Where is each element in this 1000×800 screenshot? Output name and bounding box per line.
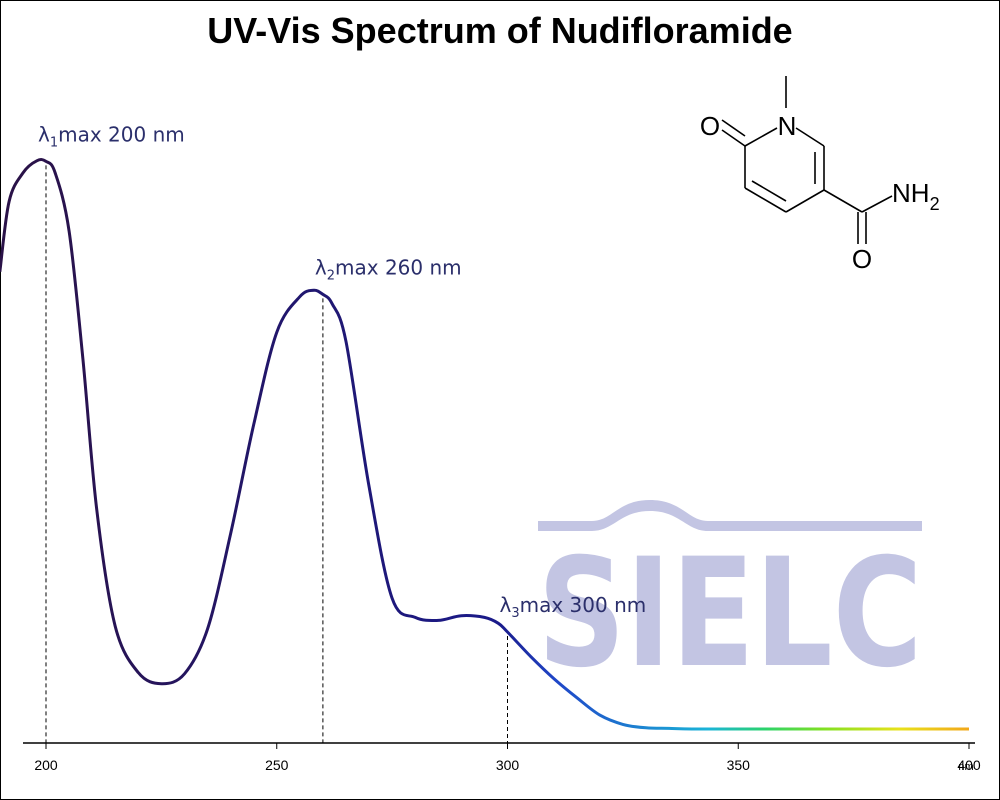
peak-label-text-1: max 200 nm xyxy=(58,122,185,146)
chart-title: UV-Vis Spectrum of Nudifloramide xyxy=(207,10,793,51)
peak-label-symbol-2: λ xyxy=(315,255,327,279)
amide-nh-text: NH xyxy=(892,178,930,208)
x-tick-label-400: 400 xyxy=(957,757,981,773)
carbonyl-oxygen-label: O xyxy=(700,111,720,141)
peak-label-1: λ1max 200 nm xyxy=(38,122,185,150)
ring-nitrogen-label: N xyxy=(778,111,797,141)
sielc-watermark: SIELC xyxy=(538,500,923,701)
peak-label-symbol-3: λ xyxy=(500,593,512,617)
peak-guides xyxy=(45,165,508,743)
x-tick-label-300: 300 xyxy=(496,757,520,773)
molecule-structure xyxy=(721,76,893,244)
x-axis-unit: nm xyxy=(958,761,973,773)
watermark-arch xyxy=(538,500,922,531)
spectrum-line xyxy=(0,158,969,731)
x-tick-label-350: 350 xyxy=(727,757,751,773)
peak-label-subscript-2: 2 xyxy=(327,268,335,283)
amide-nh2-label: NH2 xyxy=(892,178,940,214)
amide-h2-subscript: 2 xyxy=(930,194,940,214)
peak-label-subscript-1: 1 xyxy=(50,135,58,150)
peak-label-subscript-3: 3 xyxy=(511,606,519,621)
peak-label-2: λ2max 260 nm xyxy=(315,255,462,283)
x-tick-label-200: 200 xyxy=(34,757,58,773)
watermark-text: SIELC xyxy=(538,527,923,701)
peak-label-3: λ3max 300 nm xyxy=(500,593,647,621)
x-tick-label-250: 250 xyxy=(265,757,289,773)
peak-label-text-3: max 300 nm xyxy=(520,593,647,617)
peak-label-text-2: max 260 nm xyxy=(335,255,462,279)
amide-oxygen-label: O xyxy=(852,244,872,274)
peak-label-symbol-1: λ xyxy=(38,122,50,146)
x-axis: 200250300350400450500550 nm xyxy=(23,742,981,773)
